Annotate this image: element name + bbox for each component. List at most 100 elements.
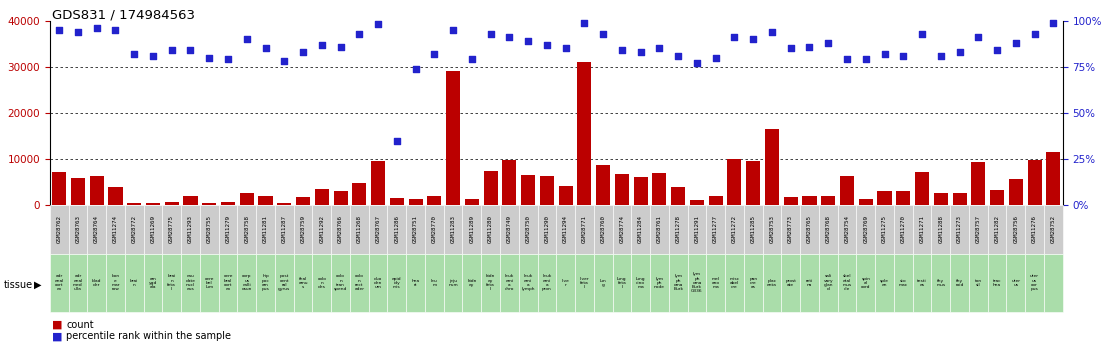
Bar [912,205,931,254]
Point [1026,31,1044,36]
Bar [521,175,535,205]
Bar [182,205,200,254]
Text: GSM11283: GSM11283 [451,215,456,244]
Point [387,138,405,144]
Bar [108,187,123,205]
Text: percentile rank within the sample: percentile rank within the sample [66,332,231,341]
Bar [408,199,423,205]
Text: cau
date
nucl
eus: cau date nucl eus [186,275,196,291]
Bar [838,254,857,312]
Bar [859,199,872,205]
Bar [893,205,912,254]
Bar [821,196,836,205]
Bar [519,254,538,312]
Bar [259,196,272,205]
Text: colo
n
des: colo n des [318,277,327,289]
Text: GSM28750: GSM28750 [526,215,530,244]
Text: GSM11268: GSM11268 [356,215,362,244]
Bar [633,177,648,205]
Bar [934,193,948,205]
Text: GSM28757: GSM28757 [975,215,981,244]
Text: GSM28758: GSM28758 [245,215,249,244]
Bar [631,205,650,254]
Bar [90,176,104,205]
Text: GSM11288: GSM11288 [939,215,943,244]
Bar [50,205,69,254]
Text: GSM28767: GSM28767 [375,215,381,244]
Bar [746,161,761,205]
Bar [614,174,629,205]
Bar [237,205,256,254]
Point [50,27,68,33]
Bar [650,205,669,254]
Point [294,49,312,55]
Bar [237,254,256,312]
Point [482,31,499,36]
Bar [200,205,218,254]
Bar [314,189,329,205]
Bar [369,205,387,254]
Bar [671,187,685,205]
Text: tissue: tissue [3,280,32,289]
Bar [971,162,985,205]
Bar [578,62,591,205]
Point [238,37,256,42]
Point [594,31,612,36]
Text: ton
sil: ton sil [975,279,982,287]
Bar [275,205,293,254]
Point [763,29,780,34]
Bar [725,254,744,312]
Point [144,53,162,59]
Bar [1025,254,1044,312]
Bar [293,254,312,312]
Point [800,44,818,49]
Text: jeju
num: jeju num [448,279,458,287]
Bar [256,205,275,254]
Bar [556,205,575,254]
Bar [406,254,425,312]
Bar [931,254,950,312]
Bar [687,254,706,312]
Text: GSM28774: GSM28774 [620,215,624,244]
Bar [352,183,366,205]
Text: GSM28770: GSM28770 [432,215,437,244]
Text: thy
mus: thy mus [937,279,945,287]
Bar [218,205,237,254]
Point [613,48,631,53]
Bar [575,254,593,312]
Text: GSM11282: GSM11282 [994,215,1000,244]
Point [500,34,518,40]
Text: ■: ■ [52,320,62,330]
Bar [218,254,237,312]
Text: am
ygd
ala: am ygd ala [148,277,157,289]
Point [913,31,931,36]
Bar [503,160,516,205]
Text: colo
n
rect
ader: colo n rect ader [354,275,364,291]
Bar [987,254,1006,312]
Text: spin
al
cord: spin al cord [861,277,870,289]
Text: adr
enal
cort
ex: adr enal cort ex [54,275,64,291]
Bar [931,205,950,254]
Bar [1025,205,1044,254]
Bar [725,205,744,254]
Bar [969,205,987,254]
Bar [803,196,817,205]
Bar [950,254,969,312]
Bar [950,205,969,254]
Bar [69,205,87,254]
Bar [425,205,444,254]
Text: GSM28752: GSM28752 [1051,215,1056,244]
Bar [519,205,538,254]
Text: pan
cre
as: pan cre as [749,277,757,289]
Text: lun
g: lun g [600,279,607,287]
Bar [444,205,463,254]
Bar [184,196,197,205]
Text: GSM11272: GSM11272 [732,215,737,244]
Bar [52,172,66,205]
Text: uter
us
cor
pus: uter us cor pus [1031,275,1039,291]
Bar [146,203,161,205]
Text: mel
ano
ma: mel ano ma [712,277,720,289]
Bar [427,196,442,205]
Bar [819,254,838,312]
Text: adr
enal
med
ulla: adr enal med ulla [73,275,83,291]
